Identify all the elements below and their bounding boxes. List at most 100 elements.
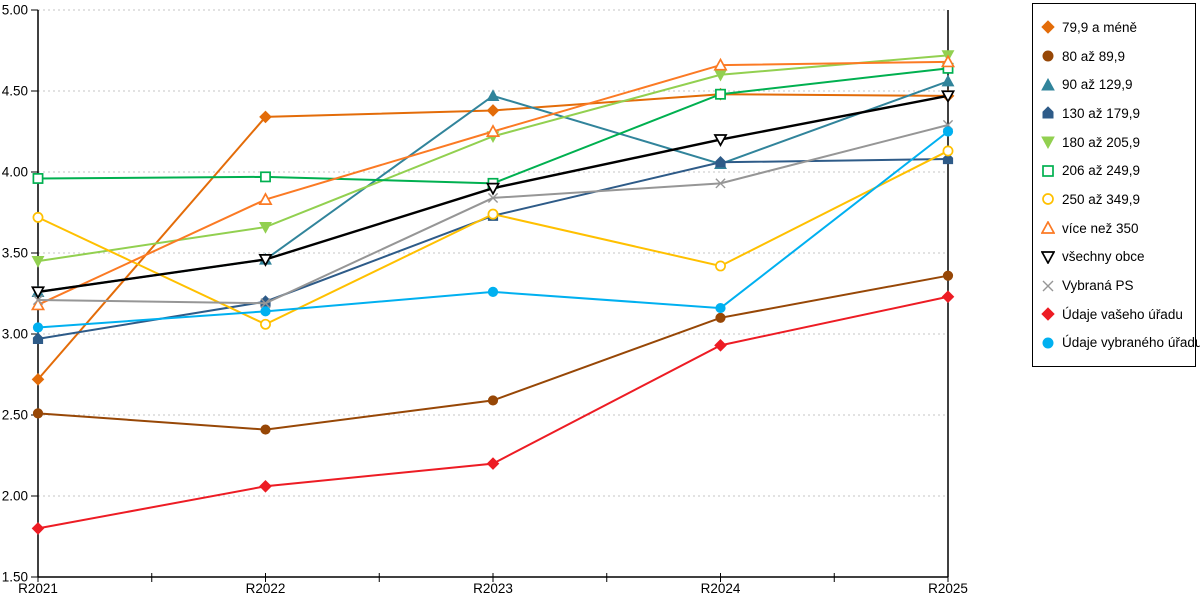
line-chart: 1.50 2.00 2.50 3.00 3.50 4.00 4.50 5.00 R2021 R20…: [2, 3, 968, 597]
legend-item: Vybraná PS: [1041, 271, 1189, 300]
triangle-marker-icon: [941, 74, 955, 87]
pentagon-marker-icon: [715, 155, 726, 168]
legend-item: 206 až 249,9: [1041, 156, 1189, 185]
diamond-marker-icon: [1041, 307, 1055, 321]
legend-item: 79,9 a méně: [1041, 13, 1189, 42]
legend-item: 180 až 205,9: [1041, 128, 1189, 157]
triangle-marker-icon: [1041, 221, 1055, 235]
square-glyph: [1042, 164, 1054, 177]
legend-label: 80 až 89,9: [1062, 48, 1126, 64]
triangle-down-marker-icon: [31, 256, 45, 268]
x-axis-label: R2021: [18, 581, 58, 596]
x-marker-icon: [715, 178, 726, 189]
triangle-down-marker-icon: [1041, 136, 1055, 150]
legend-label: všechny obce: [1062, 249, 1145, 265]
pentagon-marker-icon: [942, 152, 954, 165]
circle-marker-icon: [260, 306, 271, 317]
circle-marker-icon: [260, 318, 271, 330]
square-marker-icon: [260, 171, 271, 183]
triangle-down-glyph: [1041, 250, 1055, 264]
y-axis-label: 2.50: [2, 408, 28, 423]
legend-label: 130 až 179,9: [1062, 105, 1141, 121]
diamond-marker-icon: [486, 457, 500, 470]
legend-item: 80 až 89,9: [1041, 42, 1189, 71]
legend-box: 79,9 a méně 80 až 89,9 90 až 129,9 130 až 1…: [1032, 3, 1200, 368]
triangle-down-marker-icon: [30, 286, 46, 300]
triangle-marker-icon: [486, 89, 500, 101]
y-axis-label: 3.50: [2, 246, 28, 261]
circle-glyph: [1042, 193, 1054, 206]
plot-area: 1.50 2.00 2.50 3.00 3.50 4.00 4.50 5.00 R2021 R20…: [2, 3, 968, 597]
pentagon-marker-icon: [1042, 106, 1054, 119]
circle-marker-icon: [1042, 193, 1054, 206]
legend-label: 250 až 349,9: [1062, 191, 1141, 207]
circle-marker-icon: [260, 424, 271, 435]
legend-item: 250 až 349,9: [1041, 185, 1189, 214]
legend-label: Údaje vybraného úřadu: [1062, 335, 1200, 351]
x-marker-icon: [487, 192, 499, 204]
x-axis-label: R2024: [701, 581, 741, 596]
triangle-glyph: [1041, 221, 1055, 235]
legend-item: 130 až 179,9: [1041, 99, 1189, 128]
series-line: [37, 274, 949, 431]
circle-marker-icon: [942, 270, 954, 281]
series-v-ce-ne-350: [30, 54, 956, 311]
triangle-marker-icon: [30, 297, 46, 311]
series-line: [37, 295, 949, 530]
diamond-marker-icon: [1041, 20, 1055, 35]
series-250-a-349-9: [32, 145, 954, 330]
circle-marker-icon: [715, 302, 726, 314]
circle-marker-icon: [942, 145, 954, 157]
series-80-a-89-9: [32, 270, 954, 435]
circle-marker-icon: [32, 211, 44, 223]
series--daje-va-eho-adu: [31, 290, 955, 535]
diamond-marker-icon: [259, 479, 272, 493]
square-marker-icon: [32, 173, 44, 184]
circle-marker-icon: [1042, 50, 1054, 62]
triangle-down-marker-icon: [1041, 250, 1055, 264]
x-marker-icon: [32, 294, 44, 306]
legend-label: Údaje vašeho úřadu: [1062, 306, 1183, 322]
circle-glyph: [1042, 337, 1054, 349]
diamond-marker-icon: [259, 110, 272, 124]
legend-item: Údaje vašeho úřadu: [1041, 300, 1189, 329]
series-line: [37, 54, 949, 263]
circle-marker-icon: [487, 286, 499, 297]
diamond-glyph: [1041, 307, 1055, 321]
triangle-down-marker-icon: [485, 182, 501, 196]
diamond-marker-icon: [31, 373, 45, 386]
y-axis-label: 2.00: [2, 489, 28, 504]
circle-marker-icon: [715, 260, 726, 272]
x-marker-icon: [260, 298, 271, 309]
triangle-marker-icon: [258, 192, 273, 205]
diamond-marker-icon: [941, 290, 955, 304]
y-axis-label: 3.00: [2, 327, 28, 342]
diamond-marker-icon: [31, 522, 45, 535]
legend-label: 206 až 249,9: [1062, 163, 1141, 179]
legend-item: všechny obce: [1041, 243, 1189, 272]
triangle-marker-icon: [940, 54, 956, 68]
y-axis-label: 4.00: [2, 165, 28, 180]
legend-label: 79,9 a méně: [1062, 19, 1138, 35]
circle-marker-icon: [715, 312, 726, 323]
series--daje-vybran-ho-adu: [32, 126, 954, 333]
series-v-echny-obce: [30, 90, 956, 300]
legend-item: Údaje vybraného úřadu: [1041, 329, 1200, 358]
circle-marker-icon: [942, 126, 954, 137]
triangle-marker-icon: [1041, 77, 1055, 91]
pentagon-marker-icon: [32, 332, 44, 344]
circle-glyph: [1042, 50, 1054, 62]
triangle-down-marker-icon: [940, 90, 956, 104]
triangle-down-marker-icon: [258, 254, 273, 267]
y-axis-label: 4.50: [2, 84, 28, 99]
diamond-marker-icon: [714, 339, 727, 352]
legend-label: 90 až 129,9: [1062, 77, 1133, 93]
square-marker-icon: [715, 88, 726, 100]
diamond-glyph: [1041, 20, 1055, 35]
y-axis-label: 1.50: [2, 570, 28, 585]
circle-marker-icon: [1042, 337, 1054, 349]
legend-label: více než 350: [1062, 220, 1139, 236]
pentagon-glyph: [1042, 106, 1054, 119]
x-glyph: [1042, 280, 1054, 292]
circle-marker-icon: [487, 208, 499, 220]
